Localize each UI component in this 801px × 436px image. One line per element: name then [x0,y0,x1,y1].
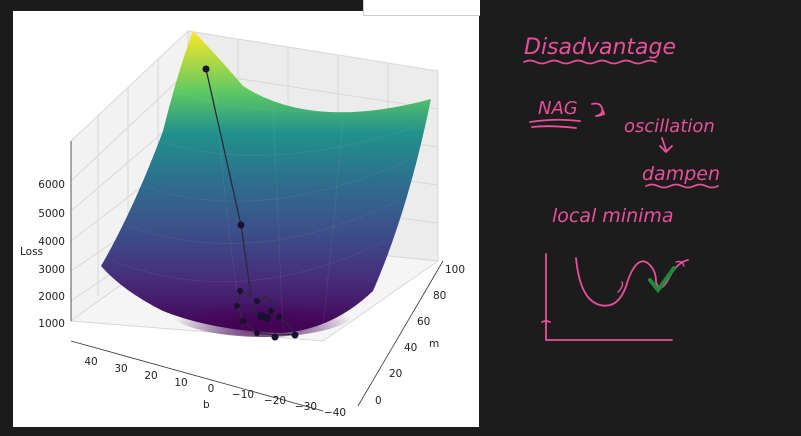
notes-oscillation: oscillation [624,116,715,137]
m-tick-labels: 100 80 60 40 20 0 [375,264,465,407]
b-tick: 20 [144,370,157,382]
sketch-axes [545,253,673,341]
b-tick: −10 [232,389,254,401]
path-point [237,221,245,229]
path-point [291,331,299,339]
notes-local-minima: local minima [552,205,674,227]
loss-surface-plot: 6000 5000 4000 3000 2000 1000 Loss 40 30… [13,11,479,427]
m-tick: 0 [375,395,382,407]
b-tick: 30 [114,363,127,375]
z-tick: 4000 [38,236,65,248]
path-point [240,318,246,324]
b-tick: 0 [208,383,215,395]
notes-canvas: Disadvantage NAG oscillation dampen loca… [523,35,720,341]
path-point [271,333,279,341]
path-point [254,330,260,336]
m-tick: 20 [389,368,402,380]
toolbar-box [363,0,481,16]
surface-mesh [112,50,429,332]
b-tick: 10 [174,377,187,389]
title-underline [523,59,657,65]
arrow-down-icon [659,137,673,154]
path-point [234,303,240,309]
nag-underline [529,118,581,123]
m-axis-label: m [429,338,439,350]
z-tick: 6000 [38,179,65,191]
path-point [202,65,210,73]
loss-surface-3d: 6000 5000 4000 3000 2000 1000 Loss 40 30… [20,29,465,419]
loss-surface [101,31,431,333]
notes-title: Disadvantage [524,35,676,60]
m-tick: 100 [445,264,465,276]
path-point [237,288,243,294]
path-point [268,308,274,314]
z-tick: 1000 [38,318,65,330]
descent-path [202,65,299,341]
b-tick-labels: 40 30 20 10 0 −10 −20 −30 −40 [84,356,346,419]
path-point [254,298,260,304]
b-axis-label: b [203,399,210,411]
m-tick: 80 [433,290,446,302]
z-tick: 3000 [38,264,65,276]
b-tick: 40 [84,356,97,368]
m-tick: 40 [404,342,417,354]
surface-minimum-region [168,281,358,337]
dampen-underline [645,183,719,189]
z-axis-label: Loss [20,246,43,258]
z-tick: 5000 [38,208,65,220]
m-tick: 60 [417,316,430,328]
b-tick: −30 [295,401,317,413]
z-tick: 2000 [38,291,65,303]
b-tick: −20 [264,395,286,407]
b-tick: −40 [324,407,346,419]
path-point [276,314,282,320]
check-icon [648,266,676,294]
notes-dampen: dampen [642,163,720,185]
path-point [263,314,271,322]
axis-lines [70,141,444,412]
notes-nag: NAG [538,98,578,119]
z-tick-labels: 6000 5000 4000 3000 2000 1000 [38,179,65,330]
loss-curve-sketch [575,257,689,307]
handwritten-notes-panel: Disadvantage NAG oscillation dampen loca… [480,0,801,432]
arrow-right-icon [591,102,606,117]
